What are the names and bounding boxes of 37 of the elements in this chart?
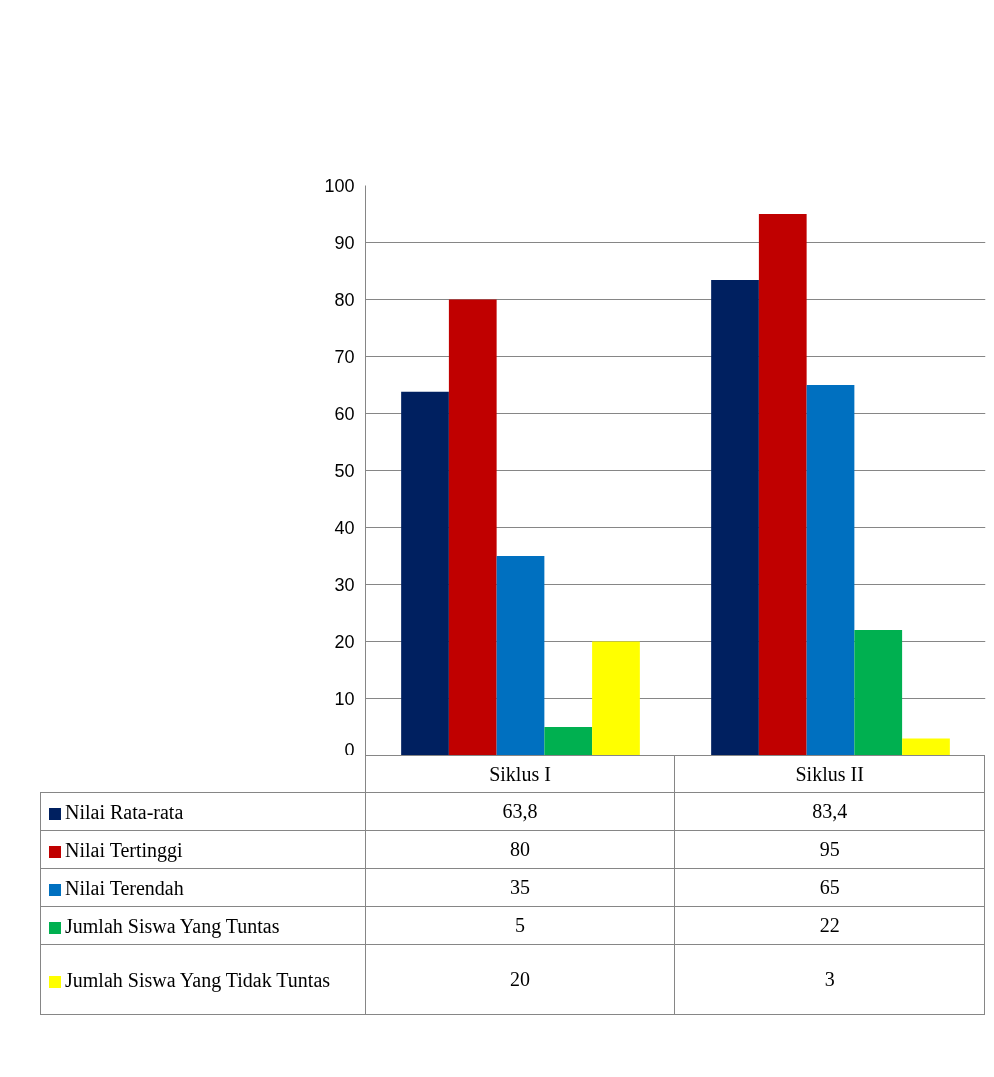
x-tick-label: Siklus I (365, 755, 675, 793)
bar (806, 385, 855, 755)
bar (711, 280, 759, 755)
data-label: 3 (674, 944, 985, 1015)
data-label: 22 (674, 906, 985, 945)
data-label: 83,4 (674, 792, 985, 831)
legend-label: Nilai Tertinggi (40, 830, 366, 869)
bar (854, 630, 903, 755)
legend-label: Nilai Terendah (40, 868, 366, 907)
y-tick-label: 50 (334, 461, 355, 481)
data-label: 63,8 (365, 792, 675, 831)
y-tick-label: 90 (334, 233, 355, 253)
data-label: 5 (365, 906, 675, 945)
y-tick-label: 30 (334, 575, 355, 595)
x-tick-label: Siklus II (674, 755, 985, 793)
legend-label: Nilai Rata-rata (40, 792, 366, 831)
y-tick-label: 10 (334, 689, 355, 709)
bar (592, 641, 640, 755)
y-tick-label: 60 (334, 404, 355, 424)
data-label: 95 (674, 830, 985, 869)
bar (448, 299, 497, 755)
bar (544, 727, 593, 755)
y-tick-label: 20 (334, 632, 355, 652)
y-tick-label: 0 (344, 739, 355, 760)
y-tick-label: 40 (334, 518, 355, 538)
data-label: 65 (674, 868, 985, 907)
bar (401, 391, 449, 755)
y-tick-label: 80 (334, 290, 355, 310)
y-tick-label: 70 (334, 347, 355, 367)
y-tick-label: 100 (324, 176, 355, 196)
data-label: 80 (365, 830, 675, 869)
data-label: 35 (365, 868, 675, 907)
legend-label: Jumlah Siswa Yang Tidak Tuntas (40, 944, 366, 1015)
bar (758, 214, 807, 755)
bar (496, 556, 545, 755)
bar (902, 738, 950, 755)
legend-label: Jumlah Siswa Yang Tuntas (40, 906, 366, 945)
